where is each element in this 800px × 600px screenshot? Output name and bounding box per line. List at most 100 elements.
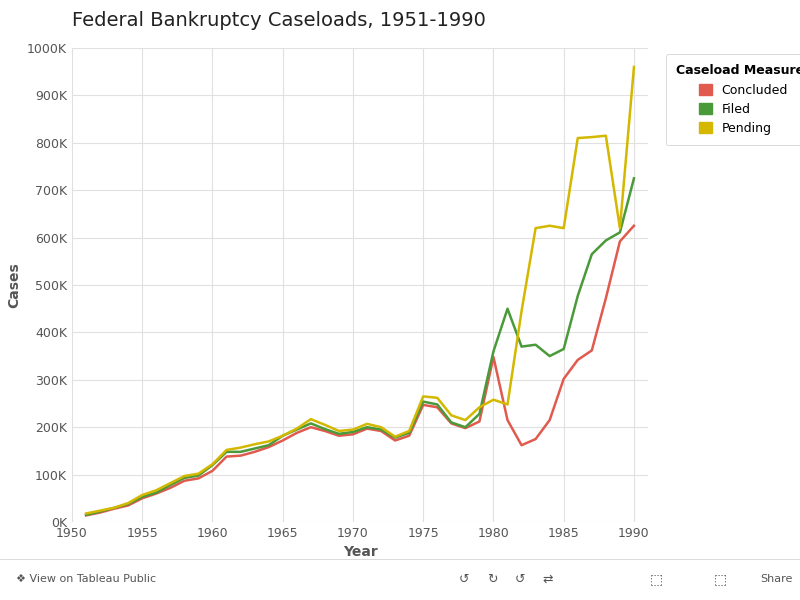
Pending	[461, 416, 470, 424]
Pending	[433, 394, 442, 401]
Pending	[110, 504, 119, 511]
Filed	[433, 401, 442, 408]
Filed	[573, 292, 582, 299]
Pending	[264, 438, 274, 445]
Pending	[601, 132, 610, 139]
Filed	[461, 424, 470, 431]
Pending	[559, 224, 569, 232]
Concluded	[433, 404, 442, 411]
Concluded	[194, 475, 203, 482]
Pending	[123, 499, 133, 506]
Text: ⬚: ⬚	[650, 572, 662, 586]
Concluded	[376, 427, 386, 434]
Pending	[208, 461, 218, 468]
Line: Filed: Filed	[86, 178, 634, 515]
Line: Pending: Pending	[86, 67, 634, 514]
Filed	[82, 511, 91, 518]
Pending	[320, 421, 330, 428]
Pending	[502, 401, 512, 408]
Pending	[573, 134, 582, 142]
Filed	[334, 430, 344, 437]
Concluded	[264, 443, 274, 451]
Concluded	[110, 505, 119, 512]
Concluded	[587, 347, 597, 354]
Pending	[531, 224, 541, 232]
Filed	[110, 504, 119, 511]
Concluded	[559, 375, 569, 382]
Concluded	[123, 502, 133, 509]
Concluded	[531, 436, 541, 443]
Filed	[151, 489, 161, 496]
Concluded	[545, 416, 554, 424]
Pending	[517, 307, 526, 314]
Line: Concluded: Concluded	[86, 226, 634, 515]
Concluded	[138, 494, 147, 502]
Concluded	[151, 490, 161, 497]
Concluded	[95, 509, 105, 516]
Concluded	[306, 424, 316, 431]
Concluded	[446, 420, 456, 427]
Filed	[418, 398, 428, 405]
Filed	[264, 442, 274, 449]
Filed	[629, 175, 638, 182]
Filed	[166, 481, 175, 488]
Concluded	[250, 448, 259, 455]
Pending	[545, 222, 554, 229]
Filed	[208, 461, 218, 469]
Pending	[236, 444, 246, 451]
Concluded	[320, 427, 330, 434]
Filed	[502, 305, 512, 313]
Pending	[390, 433, 400, 440]
Pending	[629, 64, 638, 71]
Pending	[250, 440, 259, 448]
Concluded	[222, 453, 231, 460]
Filed	[306, 420, 316, 427]
Text: ↺: ↺	[458, 572, 470, 586]
Concluded	[404, 432, 414, 439]
Concluded	[292, 429, 302, 436]
Concluded	[362, 425, 372, 432]
Filed	[489, 348, 498, 355]
Concluded	[390, 437, 400, 444]
Pending	[166, 479, 175, 487]
Filed	[545, 353, 554, 360]
Concluded	[474, 418, 484, 425]
Filed	[615, 229, 625, 236]
Pending	[376, 424, 386, 431]
Filed	[123, 500, 133, 508]
Text: ↻: ↻	[486, 572, 498, 586]
Filed	[531, 341, 541, 349]
Filed	[95, 508, 105, 515]
Filed	[236, 448, 246, 455]
Pending	[82, 510, 91, 517]
Filed	[587, 251, 597, 258]
Filed	[601, 237, 610, 244]
Concluded	[418, 401, 428, 409]
Filed	[517, 343, 526, 350]
Filed	[390, 434, 400, 441]
Concluded	[208, 467, 218, 475]
Filed	[292, 426, 302, 433]
Pending	[151, 487, 161, 494]
Filed	[362, 424, 372, 431]
Pending	[222, 446, 231, 454]
Pending	[179, 472, 189, 479]
Concluded	[334, 432, 344, 439]
Pending	[418, 393, 428, 400]
Pending	[446, 412, 456, 419]
Concluded	[502, 416, 512, 424]
Concluded	[82, 512, 91, 519]
Pending	[334, 427, 344, 434]
Pending	[587, 134, 597, 141]
Filed	[404, 429, 414, 436]
Filed	[348, 428, 358, 436]
Concluded	[615, 238, 625, 245]
Y-axis label: Cases: Cases	[7, 262, 22, 308]
Pending	[292, 425, 302, 432]
Text: Federal Bankruptcy Caseloads, 1951-1990: Federal Bankruptcy Caseloads, 1951-1990	[72, 11, 486, 30]
Pending	[362, 420, 372, 427]
Filed	[138, 493, 147, 500]
Filed	[250, 445, 259, 452]
Concluded	[236, 452, 246, 459]
Text: Share: Share	[760, 574, 792, 584]
